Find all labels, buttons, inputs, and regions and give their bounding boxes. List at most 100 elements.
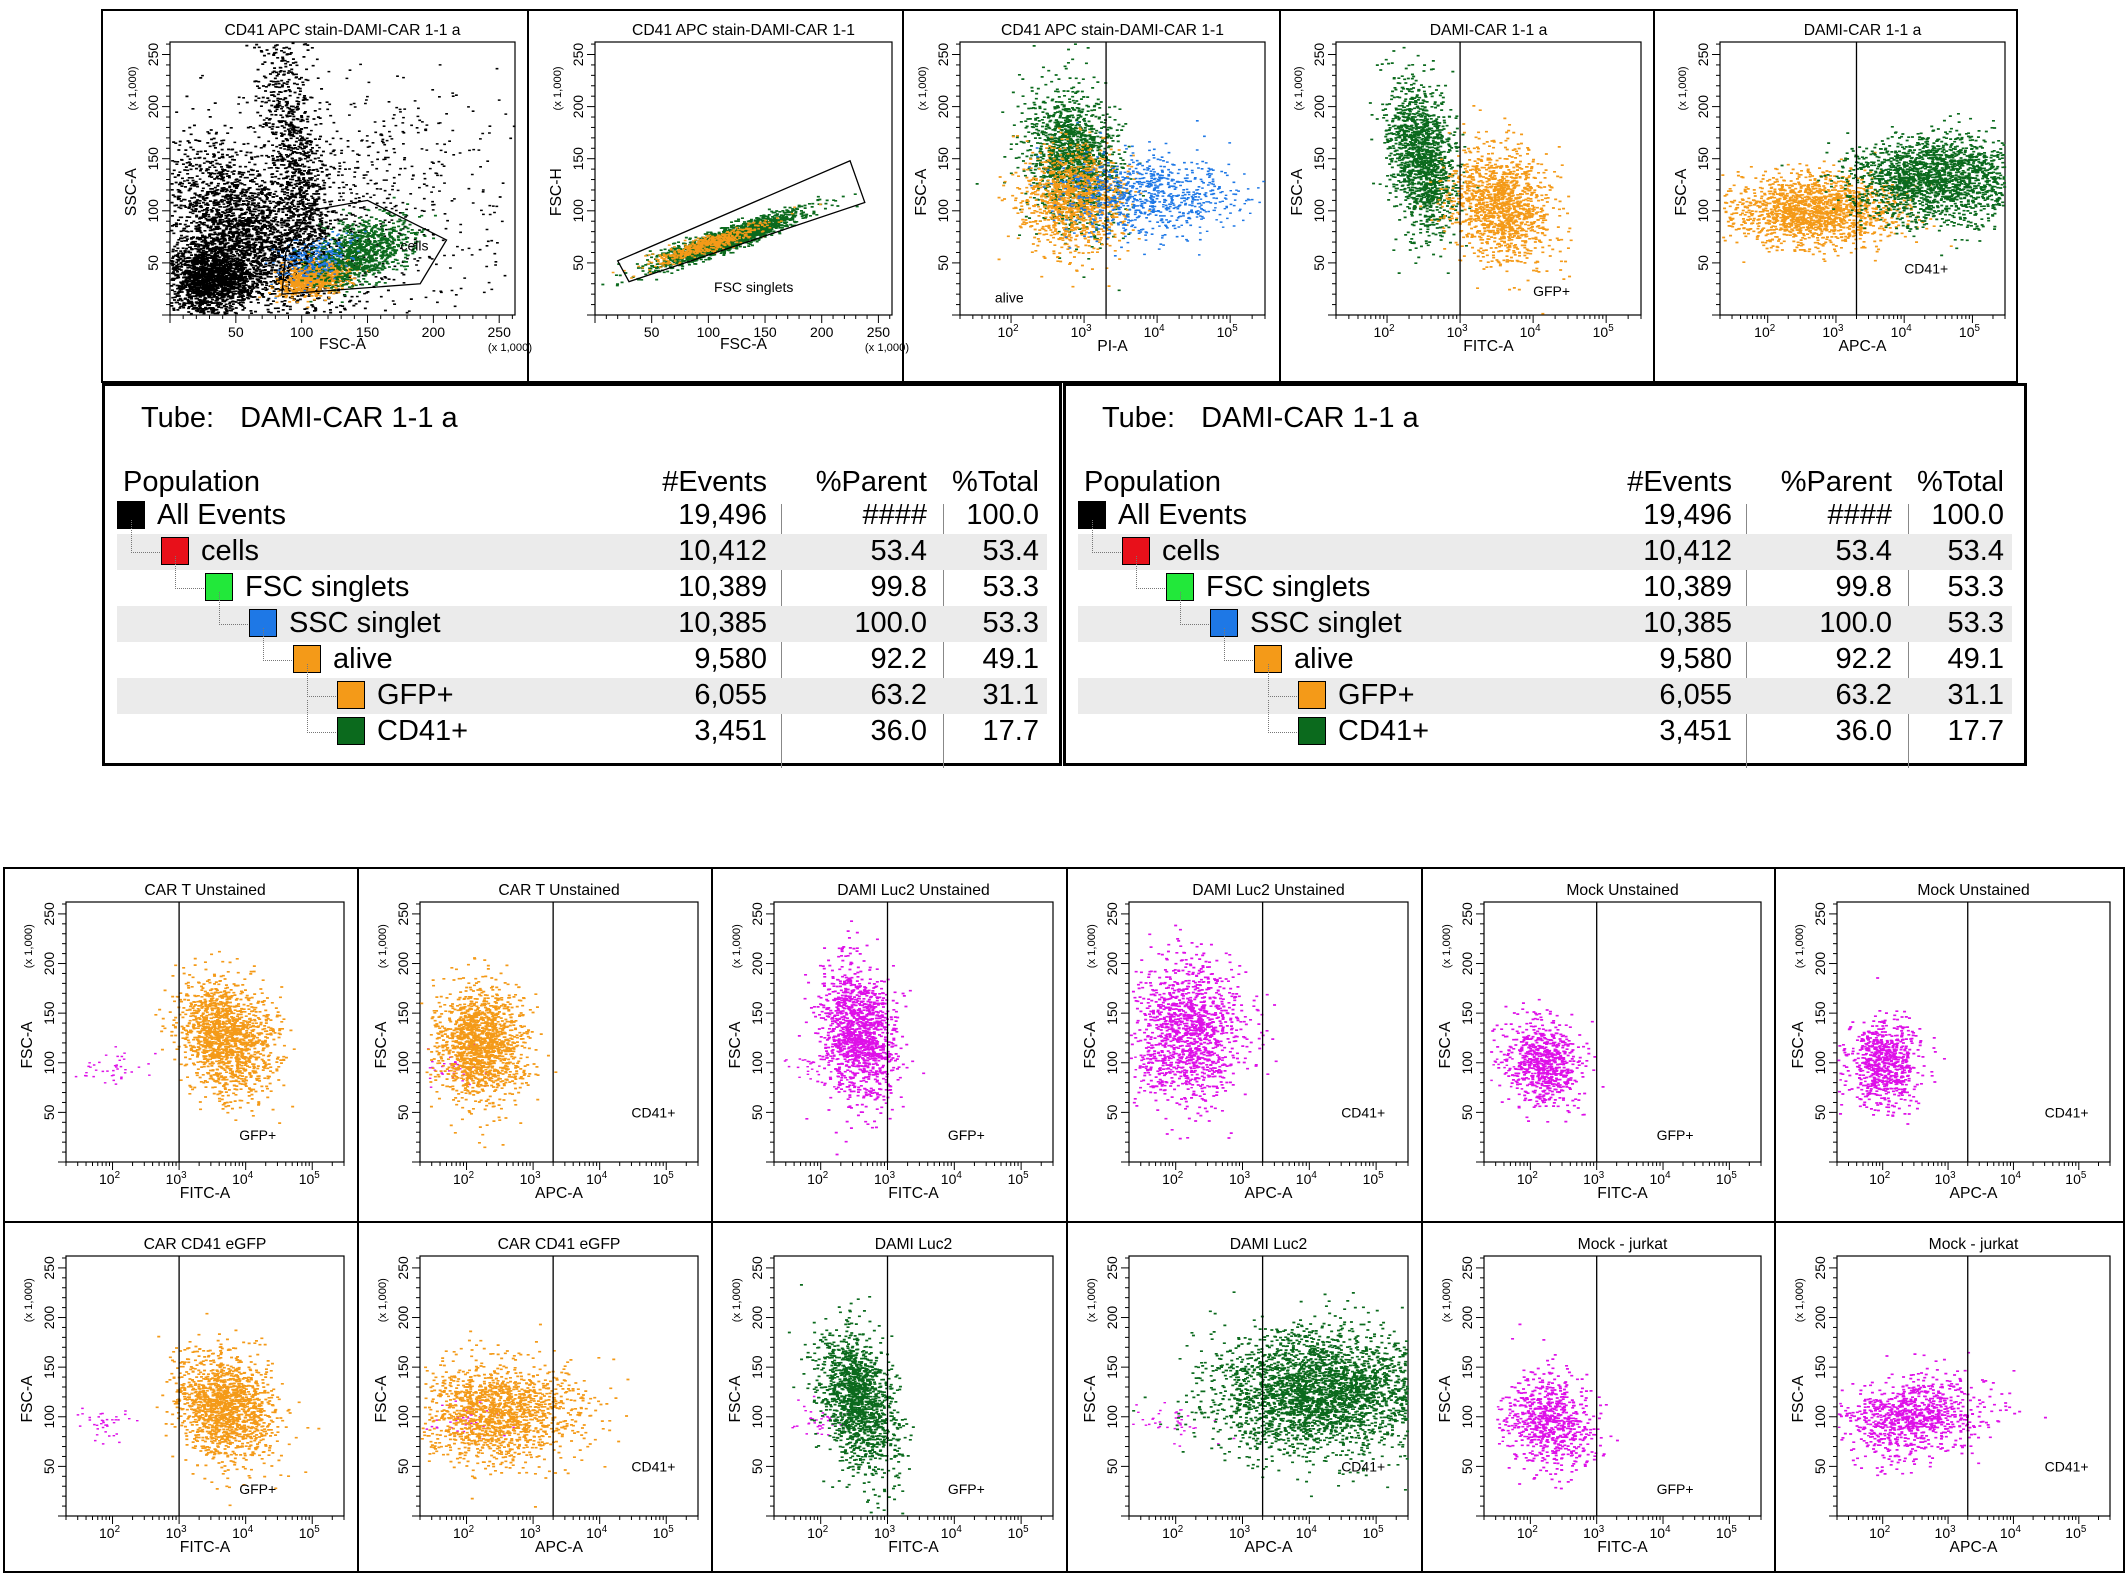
- x-tick-label: 102: [1162, 1524, 1183, 1541]
- population-row: All Events 19,496 #### 100.0: [117, 498, 1047, 534]
- y-tick-label: 200: [570, 95, 586, 119]
- y-tick-label: 50: [395, 1458, 411, 1474]
- y-axis-label: FSC-A: [19, 1021, 36, 1069]
- x-tick-label: 200: [422, 324, 446, 340]
- x-tick-label: 102: [1517, 1170, 1538, 1187]
- x-tick-label: 104: [1650, 1524, 1672, 1541]
- x-tick-label: 102: [1869, 1170, 1890, 1187]
- x-axis-label: FITC-A: [1463, 338, 1514, 355]
- y-axis-label: FSC-A: [1673, 168, 1690, 216]
- plot-area: [1836, 901, 2111, 1163]
- y-tick-label: 100: [570, 199, 586, 223]
- population-name: alive: [1294, 643, 1354, 675]
- gate-fsc-singlets: [616, 159, 866, 283]
- x-axis-label: APC-A: [1950, 1539, 1998, 1556]
- axis-scale-note: (x 1,000): [1794, 924, 1806, 968]
- y-tick-label: 100: [1104, 1051, 1120, 1075]
- column-header: #Events: [1627, 466, 1732, 498]
- plot-title: DAMI Luc2: [1230, 1236, 1308, 1253]
- total-percent: 53.4: [1947, 535, 2004, 567]
- plot-title: CAR T Unstained: [498, 882, 619, 899]
- population-name: FSC singlets: [1206, 571, 1371, 603]
- population-row: FSC singlets 10,389 99.8 53.3: [117, 556, 1047, 606]
- y-tick-label: 200: [1812, 952, 1828, 976]
- axis-scale-note: (x 1,000): [1441, 924, 1453, 968]
- tube-heading: Tube: DAMI-CAR 1-1 a: [1102, 402, 1419, 435]
- y-tick-label: 50: [41, 1458, 57, 1474]
- x-tick-label: 105: [1363, 1170, 1385, 1187]
- x-tick-label: 200: [810, 324, 834, 340]
- x-tick-label: 105: [1008, 1524, 1030, 1541]
- tree-connector: [307, 700, 336, 733]
- y-tick-label: 200: [935, 95, 951, 119]
- total-percent: 53.3: [1947, 571, 2004, 603]
- y-tick-label: 100: [749, 1405, 765, 1429]
- x-tick-label: 150: [356, 324, 380, 340]
- column-header: #Events: [662, 466, 767, 498]
- y-axis-label: FSC-H: [548, 168, 565, 216]
- total-percent: 53.4: [982, 535, 1039, 567]
- column-header: %Parent: [1780, 466, 1892, 498]
- x-tick-label: 104: [1296, 1170, 1318, 1187]
- axis-scale-note: (x 1,000): [377, 924, 389, 968]
- population-row: cells 10,412 53.4 53.4: [1078, 520, 2012, 570]
- plot-title: DAMI Luc2: [875, 1236, 953, 1253]
- tube-heading: Tube: DAMI-CAR 1-1 a: [141, 402, 458, 435]
- x-tick-label: 103: [1071, 323, 1093, 340]
- axis-scale-note: (x 1,000): [917, 66, 929, 110]
- x-axis-label: FITC-A: [1597, 1539, 1648, 1556]
- plot-area: [1483, 901, 1762, 1163]
- parent-percent: 63.2: [1835, 679, 1892, 711]
- axis-scale-note: (x 1,000): [552, 66, 564, 110]
- y-tick-label: 150: [145, 147, 161, 171]
- x-tick-label: 104: [2000, 1170, 2022, 1187]
- x-tick-label: 104: [586, 1170, 608, 1187]
- y-tick-label: 200: [41, 952, 57, 976]
- x-tick-label: 105: [1217, 323, 1239, 340]
- population-name: All Events: [1118, 499, 1247, 531]
- y-tick-label: 150: [1311, 147, 1327, 171]
- population-color-swatch: [337, 717, 365, 745]
- total-percent: 49.1: [982, 643, 1039, 675]
- column-header: Population: [123, 466, 261, 498]
- y-tick-label: 100: [1695, 199, 1711, 223]
- column-header: %Total: [951, 466, 1039, 498]
- gate-label: CD41+: [1904, 260, 1948, 276]
- plot-title: Mock - jurkat: [1578, 1236, 1668, 1253]
- x-tick-label: 105: [1008, 1170, 1030, 1187]
- y-axis-label: FSC-A: [373, 1375, 390, 1423]
- y-tick-label: 150: [395, 1355, 411, 1379]
- population-name: CD41+: [1338, 715, 1430, 747]
- y-tick-label: 100: [41, 1405, 57, 1429]
- y-tick-label: 150: [570, 147, 586, 171]
- total-percent: 17.7: [1947, 715, 2004, 747]
- x-axis-label: FITC-A: [888, 1185, 939, 1202]
- parent-percent: 63.2: [870, 679, 927, 711]
- x-tick-label: 250: [488, 324, 512, 340]
- y-tick-label: 150: [749, 1001, 765, 1025]
- events-value: 6,055: [694, 679, 767, 711]
- y-tick-label: 150: [1104, 1355, 1120, 1379]
- x-tick-label: 105: [653, 1170, 675, 1187]
- y-tick-label: 50: [1812, 1104, 1828, 1120]
- tube-value: DAMI-CAR 1-1 a: [240, 402, 458, 434]
- population-row: alive 9,580 92.2 49.1: [1078, 628, 2012, 678]
- y-tick-label: 50: [1459, 1104, 1475, 1120]
- x-tick-label: 105: [2065, 1524, 2087, 1541]
- x-tick-label: 105: [1959, 323, 1981, 340]
- y-tick-label: 150: [1695, 147, 1711, 171]
- plot-title: DAMI Luc2 Unstained: [837, 882, 989, 899]
- axis-scale-note: (x 1,000): [1677, 66, 1689, 110]
- y-axis-label: FSC-A: [19, 1375, 36, 1423]
- column-header: Population: [1084, 466, 1222, 498]
- x-tick-label: 102: [453, 1524, 474, 1541]
- total-percent: 100.0: [966, 499, 1039, 531]
- y-tick-label: 200: [1695, 95, 1711, 119]
- y-tick-label: 100: [749, 1051, 765, 1075]
- y-tick-label: 150: [1812, 1001, 1828, 1025]
